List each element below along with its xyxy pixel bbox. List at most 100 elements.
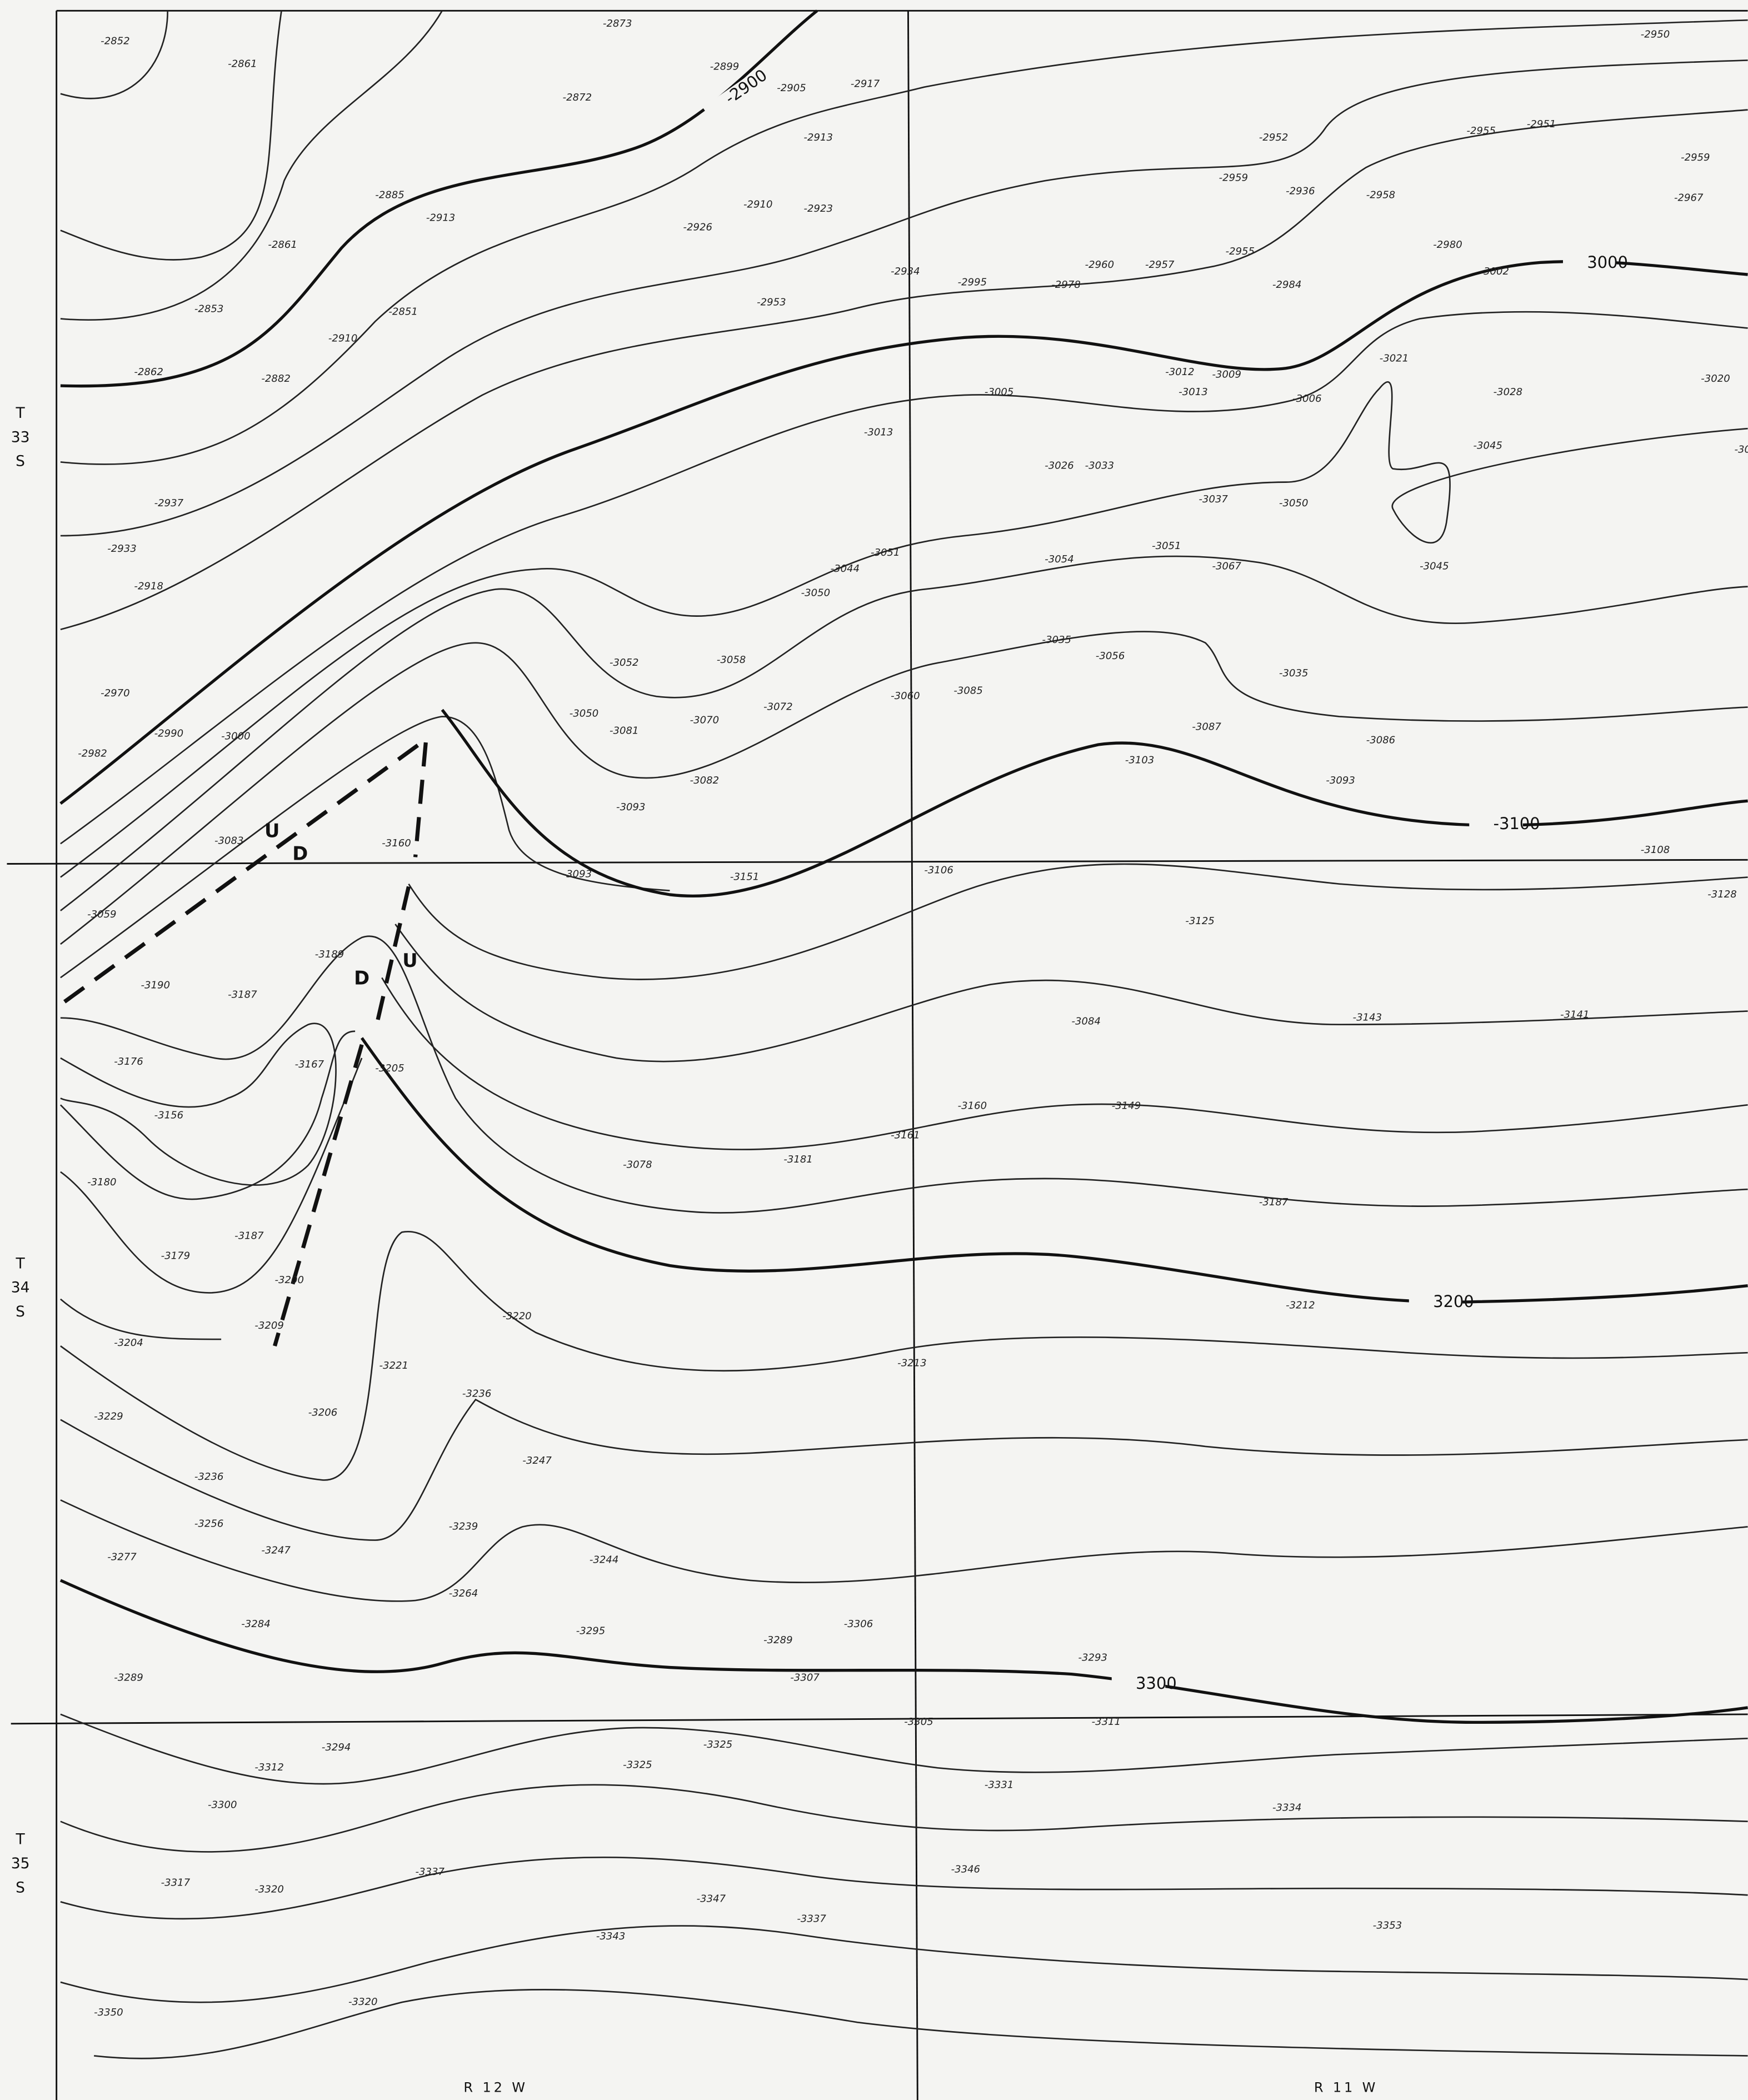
well-value: -3353 <box>1373 1920 1402 1932</box>
well-value: -3343 <box>596 1931 625 1942</box>
well-value: -3128 <box>1707 889 1737 900</box>
contour-bold <box>60 9 818 388</box>
well-value: -3307 <box>790 1672 820 1684</box>
well-value: -3294 <box>322 1742 351 1753</box>
township-line <box>11 1713 1748 1725</box>
contour <box>394 924 1748 1063</box>
well-value: -2913 <box>426 212 456 224</box>
well-value: -3009 <box>1212 369 1242 381</box>
well-value: -3156 <box>154 1109 184 1121</box>
well-value: -3081 <box>610 725 639 737</box>
well-value: -3212 <box>1286 1300 1315 1311</box>
well-value: -3236 <box>462 1388 492 1400</box>
well-value: -3072 <box>763 701 793 712</box>
well-value: -3325 <box>623 1759 652 1770</box>
well-value: -3045 <box>1420 560 1449 572</box>
well-value: -3277 <box>107 1552 137 1563</box>
well-value: -3295 <box>576 1625 606 1637</box>
well-value: -3337 <box>416 1866 445 1878</box>
well-value: -3181 <box>783 1154 813 1165</box>
well-value: -3103 <box>1125 755 1155 766</box>
well-value: -3220 <box>502 1310 532 1322</box>
well-value: -3026 <box>1045 460 1074 472</box>
fault <box>63 735 429 1347</box>
well-value: -2918 <box>134 580 163 592</box>
contour-label: 3300 <box>1136 1674 1177 1693</box>
well-value: -2958 <box>1366 189 1396 201</box>
well-value: -3005 <box>985 386 1014 398</box>
contours <box>59 9 1748 2059</box>
well-value: -2950 <box>1641 28 1670 40</box>
well-value: -3346 <box>951 1863 981 1875</box>
fault-label: D <box>292 842 308 864</box>
well-value: -3093 <box>563 869 592 880</box>
contour-bold <box>441 709 1748 897</box>
well-value: -3087 <box>1192 721 1221 732</box>
well-value: -3006 <box>1292 393 1322 405</box>
fault-trace <box>63 735 429 1004</box>
well-value: -3125 <box>1185 915 1215 927</box>
well-value: -3305 <box>904 1716 933 1728</box>
well-value: -3093 <box>1326 775 1355 786</box>
contour <box>60 555 1748 911</box>
well-value: -2873 <box>603 18 632 29</box>
well-value: -3247 <box>261 1545 291 1557</box>
township-label: 35 <box>11 1855 30 1872</box>
well-value: -3054 <box>1045 553 1074 565</box>
well-value: -3160 <box>382 837 411 849</box>
well-value: -3000 <box>221 730 251 742</box>
well-value: -2951 <box>1527 118 1556 130</box>
contour <box>60 1784 1748 1853</box>
well-value: -3037 <box>1198 493 1228 505</box>
contour <box>60 935 1748 1214</box>
well-value: -3093 <box>616 801 646 813</box>
contour-label-bg <box>1111 1675 1166 1693</box>
well-value: -2852 <box>101 36 130 47</box>
well-value: -3070 <box>690 714 720 726</box>
contour <box>60 59 1748 537</box>
township-label: 34 <box>11 1279 30 1296</box>
well-value: -3056 <box>1096 650 1125 662</box>
contour <box>60 1713 1748 1785</box>
well-value: -2960 <box>1085 259 1115 271</box>
well-value: -3320 <box>254 1883 284 1895</box>
well-value: -2959 <box>1681 152 1710 163</box>
well-value: -3050 <box>1279 497 1308 509</box>
contour-bold <box>59 1579 1748 1724</box>
well-value: -2882 <box>261 373 291 385</box>
contour <box>93 1989 1748 2059</box>
contour <box>60 1857 1748 1920</box>
well-value: -3106 <box>924 864 953 876</box>
well-value: -2953 <box>757 296 786 308</box>
well-value: -3151 <box>730 871 759 882</box>
well-value: -3050 <box>801 587 831 598</box>
range-label: R 12 W <box>463 2080 527 2096</box>
well-value: -2959 <box>1219 172 1248 183</box>
well-value: -2967 <box>1674 192 1704 204</box>
well-value: -2885 <box>375 189 404 201</box>
well-value: -2957 <box>1145 259 1175 271</box>
contour-label-bg <box>1409 1294 1463 1311</box>
well-value: -3293 <box>1078 1652 1108 1663</box>
contour <box>381 977 1748 1150</box>
well-value: -3058 <box>717 654 746 666</box>
well-value: -3078 <box>623 1159 652 1171</box>
contour <box>408 863 1748 980</box>
well-value: -3347 <box>697 1893 726 1904</box>
well-value: -3002 <box>1480 266 1510 277</box>
well-value: -2923 <box>803 203 833 215</box>
well-value: -2970 <box>101 687 130 699</box>
well-value: -3284 <box>241 1618 271 1630</box>
well-value: -3311 <box>1092 1716 1121 1728</box>
well-value: -2853 <box>194 303 224 315</box>
well-value: -3256 <box>194 1518 224 1529</box>
well-value: -3050 <box>570 707 599 719</box>
well-value: -3020 <box>1701 373 1730 385</box>
well-value: -2861 <box>268 239 297 251</box>
well-value: -3085 <box>953 685 983 696</box>
well-value: -3108 <box>1641 844 1670 856</box>
contour-label: 3200 <box>1433 1292 1474 1311</box>
well-value: -2910 <box>743 199 773 211</box>
